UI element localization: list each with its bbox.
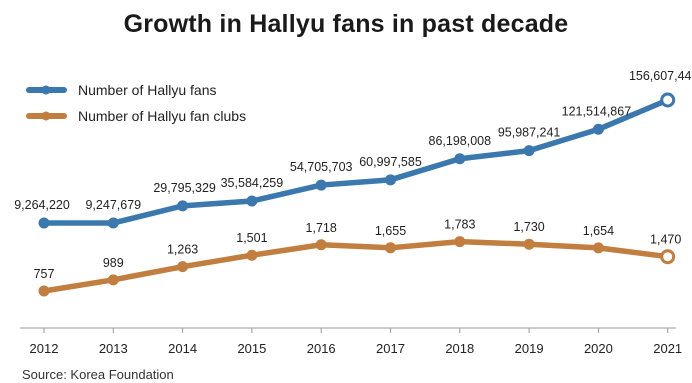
data-point <box>592 242 604 254</box>
data-point <box>246 195 258 207</box>
x-tick-label: 2013 <box>99 341 128 356</box>
series-hallyu-fans: 9,264,220 9,247,679 29,795,329 35,584,259 54… <box>14 69 692 229</box>
data-label: 95,987,241 <box>498 126 561 140</box>
series-line <box>41 97 671 226</box>
data-point <box>523 238 535 250</box>
series-hallyu-fan-clubs: 757 989 1,263 1,501 1,718 1,655 1,783 1,730 1,65… <box>34 218 681 297</box>
data-point <box>107 274 119 286</box>
data-point <box>107 217 119 229</box>
data-point <box>177 261 189 273</box>
data-point <box>315 239 327 251</box>
data-label: 1,655 <box>375 224 406 238</box>
data-point <box>523 145 535 157</box>
data-label: 29,795,329 <box>153 181 216 195</box>
x-tick-label: 2016 <box>307 341 336 356</box>
x-tick-label: 2012 <box>30 341 59 356</box>
chart-title: Growth in Hallyu fans in past decade <box>123 10 569 38</box>
data-label: 60,997,585 <box>359 155 422 169</box>
x-tick-label: 2015 <box>237 341 266 356</box>
data-label: 156,607,448 <box>629 69 692 83</box>
x-tick-label: 2018 <box>445 341 474 356</box>
data-point <box>660 92 676 108</box>
data-point <box>246 249 258 261</box>
legend-label: Number of Hallyu fan clubs <box>78 108 246 124</box>
x-tick-label: 2019 <box>515 341 544 356</box>
data-point <box>38 285 50 297</box>
data-point <box>660 249 676 265</box>
legend: Number of Hallyu fans Number of Hallyu fa… <box>26 82 246 124</box>
x-tick-label: 2020 <box>584 341 613 356</box>
data-point <box>315 179 327 191</box>
data-label: 1,470 <box>650 233 681 247</box>
data-label: 1,501 <box>236 231 267 245</box>
x-axis: 2012 2013 2014 2015 2016 2017 2018 2019 2020 2021 <box>20 327 682 356</box>
data-point <box>38 217 50 229</box>
data-label: 121,514,867 <box>562 104 632 118</box>
data-label: 1,654 <box>583 224 614 238</box>
legend-item: Number of Hallyu fans <box>26 82 217 98</box>
data-point <box>177 200 189 212</box>
x-tick-label: 2014 <box>168 341 197 356</box>
data-label: 1,718 <box>306 221 337 235</box>
legend-label: Number of Hallyu fans <box>78 82 217 98</box>
data-label: 35,584,259 <box>221 176 284 190</box>
data-label: 9,247,679 <box>85 198 141 212</box>
data-point <box>592 123 604 135</box>
data-point <box>454 236 466 248</box>
legend-item: Number of Hallyu fan clubs <box>26 108 246 124</box>
source-note: Source: Korea Foundation <box>22 367 174 382</box>
series-layer: 9,264,220 9,247,679 29,795,329 35,584,259 54… <box>14 69 692 297</box>
x-tick-label: 2021 <box>653 341 682 356</box>
data-label: 9,264,220 <box>14 198 70 212</box>
data-point <box>454 153 466 165</box>
data-label: 1,783 <box>444 218 475 232</box>
series-line <box>41 238 671 294</box>
data-point <box>385 174 396 186</box>
data-label: 1,263 <box>167 243 198 257</box>
data-label: 54,705,703 <box>290 160 353 174</box>
data-label: 86,198,008 <box>429 134 492 148</box>
data-point <box>385 242 396 254</box>
data-label: 757 <box>34 267 55 281</box>
data-label: 1,730 <box>513 220 544 234</box>
x-tick-label: 2017 <box>376 341 405 356</box>
data-label: 989 <box>103 256 124 270</box>
